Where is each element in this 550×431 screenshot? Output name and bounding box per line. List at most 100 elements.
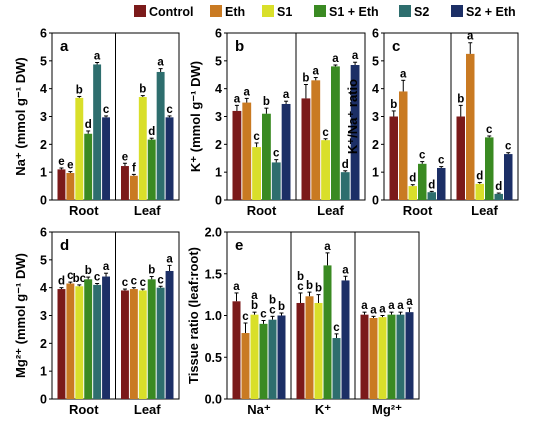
y-tick-label: 1	[215, 166, 222, 180]
y-tick-label: 6	[40, 27, 47, 41]
y-tick-label: 4	[40, 82, 47, 96]
bar	[268, 319, 277, 399]
panel-letter: a	[60, 38, 69, 55]
y-tick-label: 3	[215, 110, 222, 124]
bar	[399, 91, 408, 200]
bar	[66, 283, 75, 399]
bar	[405, 312, 414, 399]
bar	[93, 64, 102, 201]
y-tick-label: 4	[372, 82, 379, 96]
significance-letter: d	[428, 179, 435, 191]
bar	[147, 139, 156, 200]
significance-letter: a	[370, 304, 377, 316]
y-tick-label: 0.0	[205, 393, 222, 407]
significance-letter: e	[122, 151, 128, 163]
significance-letter: c	[242, 311, 249, 323]
y-tick-label: 3	[40, 309, 47, 323]
significance-letter: d	[58, 276, 65, 288]
bar	[271, 162, 281, 200]
y-tick-label: 2	[215, 138, 222, 152]
significance-letter: e	[67, 160, 73, 172]
bar	[156, 71, 165, 200]
bar	[57, 289, 66, 399]
significance-letter: a	[324, 241, 331, 253]
legend-swatch	[262, 5, 274, 17]
significance-letter: c	[140, 277, 147, 289]
y-tick-label: 6	[372, 27, 379, 41]
bar	[129, 175, 138, 200]
bar	[121, 166, 129, 200]
legend-swatch	[210, 5, 222, 17]
bar	[262, 113, 271, 200]
bar	[121, 290, 129, 399]
significance-letter: a	[166, 253, 173, 265]
legend-label: S2 + Eth	[466, 5, 516, 19]
group-label: K⁺	[315, 402, 331, 417]
significance-letter: f	[132, 162, 136, 174]
bar	[93, 284, 102, 399]
y-tick-label: 2	[372, 138, 379, 152]
bar	[138, 97, 147, 200]
bar	[360, 314, 369, 399]
legend: Control Eth S1 S1 + Eth S2 S2 + Eth	[134, 5, 516, 19]
bar	[57, 169, 66, 200]
significance-letter: a	[467, 31, 474, 43]
bar	[129, 289, 138, 399]
bar	[418, 163, 427, 200]
bar	[350, 65, 360, 200]
bar	[437, 167, 446, 200]
bar	[378, 317, 387, 399]
bar	[147, 279, 156, 399]
significance-letter: c	[505, 141, 512, 153]
y-axis-label: Na⁺ (mmol g⁻¹ DW)	[13, 57, 28, 175]
significance-letter: b	[306, 280, 313, 292]
significance-letter: a	[313, 66, 320, 78]
significance-letter: a	[233, 281, 240, 293]
significance-letter: b	[76, 84, 83, 96]
bar	[102, 276, 110, 399]
significance-letter: c	[438, 155, 445, 167]
group-label: Root	[69, 203, 99, 218]
significance-letter: d	[342, 159, 349, 171]
group-label: Mg²⁺	[372, 402, 402, 417]
legend-swatch	[314, 5, 326, 17]
significance-letter: bc	[73, 273, 87, 285]
y-tick-label: 1	[40, 166, 47, 180]
bar	[259, 323, 268, 399]
significance-letter: b	[85, 265, 92, 277]
y-tick-label: 6	[215, 27, 222, 41]
y-axis-label: K⁺ (mmol g⁻¹ DW)	[188, 61, 203, 172]
significance-letter: b	[297, 271, 304, 283]
significance-letter: c	[419, 150, 426, 162]
significance-letter: c	[131, 276, 138, 288]
bar	[84, 133, 93, 200]
panel-letter: c	[392, 38, 400, 55]
significance-letter: a	[397, 300, 404, 312]
significance-letter: b	[139, 84, 146, 96]
y-tick-label: 6	[40, 226, 47, 240]
significance-letter: c	[273, 148, 280, 160]
y-tick-label: 5	[372, 54, 379, 68]
panel-letter: b	[235, 38, 244, 55]
bar	[165, 270, 174, 399]
y-tick-label: 2	[40, 138, 47, 152]
significance-letter: a	[352, 50, 359, 62]
legend-label: Eth	[225, 5, 245, 19]
y-tick-label: 4	[215, 82, 222, 96]
y-axis-label: K⁺/Na⁺ ratio	[345, 79, 360, 154]
bar	[323, 265, 332, 399]
significance-letter: a	[406, 296, 413, 308]
bar	[232, 301, 241, 399]
significance-letter: c	[297, 281, 304, 293]
legend-swatch	[399, 5, 411, 17]
legend-label: Control	[149, 5, 193, 19]
bar	[281, 103, 291, 200]
bar	[331, 66, 340, 201]
bar	[84, 279, 93, 399]
significance-letter: c	[486, 124, 493, 136]
significance-letter: d	[85, 119, 92, 131]
